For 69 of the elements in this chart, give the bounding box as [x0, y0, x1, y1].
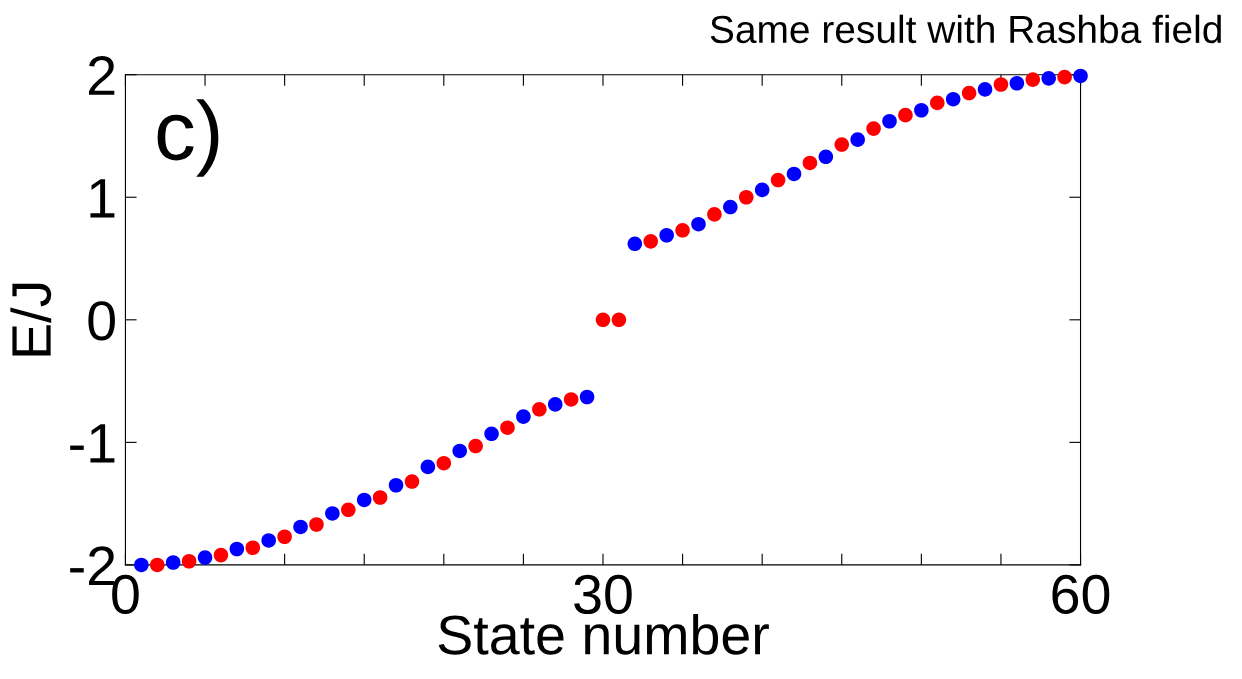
y-tick-label: 2	[89, 56, 115, 95]
point	[1041, 71, 1056, 86]
point	[627, 236, 643, 252]
point	[547, 397, 563, 412]
point	[866, 121, 881, 136]
point	[181, 553, 197, 569]
point	[595, 312, 611, 328]
point	[659, 227, 674, 243]
point	[150, 557, 165, 573]
point	[484, 426, 499, 442]
point	[1009, 75, 1025, 91]
point	[388, 477, 404, 493]
chart-title: Same result with Rashba field	[710, 14, 1221, 44]
point	[707, 207, 722, 222]
annotation: c)	[157, 99, 219, 177]
point	[261, 533, 276, 548]
y-tick-label: -1	[70, 424, 115, 463]
point	[850, 132, 865, 147]
point	[277, 529, 292, 545]
point	[341, 502, 356, 518]
point	[961, 85, 977, 101]
point	[325, 506, 340, 521]
x-axis-title: State number	[438, 613, 769, 655]
point	[165, 555, 181, 570]
point	[213, 547, 229, 563]
point	[691, 216, 706, 232]
point	[945, 91, 961, 107]
point	[245, 540, 261, 556]
x-tick-label: 30	[574, 574, 632, 615]
y-axis-title: E/J	[10, 283, 52, 356]
point	[786, 166, 802, 182]
point	[229, 541, 245, 557]
point	[929, 95, 945, 111]
point	[452, 443, 468, 459]
point	[579, 389, 595, 405]
point	[882, 113, 897, 129]
point	[372, 490, 388, 505]
point	[500, 420, 515, 435]
point	[1025, 72, 1041, 87]
point	[563, 392, 579, 407]
point	[818, 149, 834, 165]
point	[468, 438, 483, 454]
point	[898, 107, 913, 123]
y-tick-label: 0	[88, 301, 115, 341]
point	[293, 519, 308, 535]
point	[977, 82, 993, 97]
point	[134, 557, 149, 573]
point	[993, 77, 1009, 92]
point	[802, 155, 818, 171]
point	[356, 492, 372, 508]
point	[738, 189, 754, 205]
y-tick-label: 1	[90, 179, 115, 218]
point	[516, 409, 531, 424]
point	[436, 455, 452, 471]
point	[914, 102, 929, 118]
point	[532, 401, 547, 417]
point	[834, 137, 850, 152]
point	[723, 199, 738, 215]
point	[754, 182, 770, 198]
point	[404, 474, 420, 489]
point	[1057, 69, 1072, 85]
point	[420, 459, 436, 475]
point	[309, 517, 324, 532]
point	[770, 172, 786, 188]
x-tick-label: 60	[1052, 574, 1110, 615]
point	[643, 234, 659, 249]
point	[611, 312, 627, 328]
point	[197, 550, 213, 565]
point	[675, 223, 690, 238]
